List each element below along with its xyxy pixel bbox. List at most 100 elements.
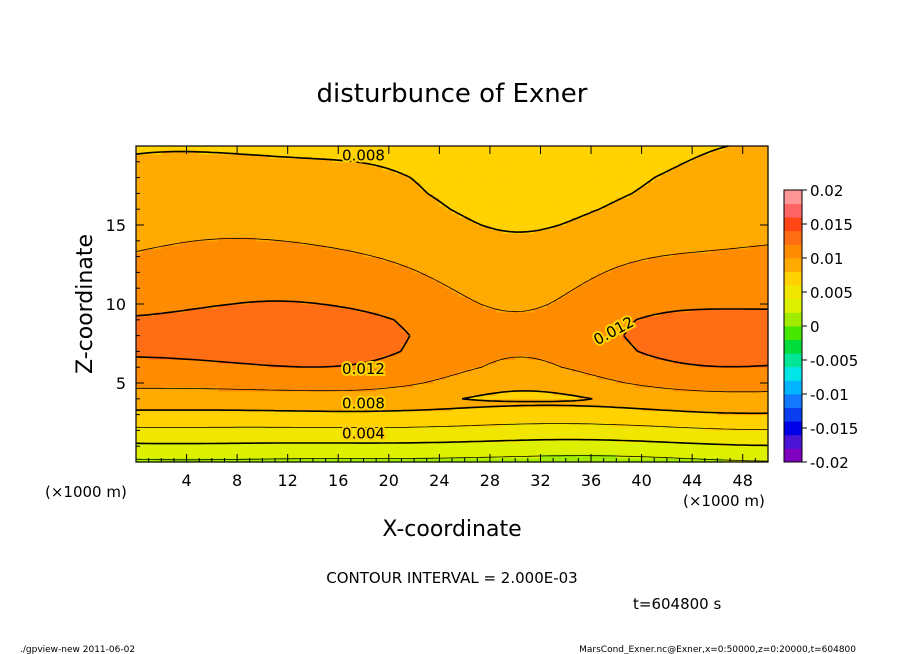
field-cell xyxy=(287,331,295,337)
field-cell xyxy=(477,232,485,238)
field-cell xyxy=(205,260,213,266)
field-cell xyxy=(281,311,289,317)
field-cell xyxy=(464,193,472,198)
field-cell xyxy=(154,225,162,230)
field-cell xyxy=(350,276,358,281)
field-cell xyxy=(338,446,346,451)
field-cell xyxy=(382,371,390,376)
field-cell xyxy=(167,284,175,289)
field-cell xyxy=(338,264,346,270)
field-cell xyxy=(300,458,308,463)
field-cell xyxy=(256,430,263,435)
field-cell xyxy=(527,315,535,321)
field-cell xyxy=(218,296,226,301)
field-cell xyxy=(192,304,200,309)
field-cell xyxy=(502,189,510,194)
field-cell xyxy=(338,185,346,191)
field-cell xyxy=(243,213,251,218)
field-cell xyxy=(508,383,516,388)
field-cell xyxy=(357,264,365,270)
field-cell xyxy=(306,450,314,455)
field-cell xyxy=(420,410,428,416)
field-cell xyxy=(312,319,320,325)
field-cell xyxy=(357,458,365,463)
field-cell xyxy=(344,438,352,443)
field-cell xyxy=(439,307,447,313)
field-cell xyxy=(508,351,516,356)
field-cell xyxy=(173,442,181,447)
field-cell xyxy=(452,426,459,431)
field-cell xyxy=(357,189,365,194)
field-cell xyxy=(350,213,358,218)
field-cell xyxy=(325,197,333,202)
field-cell xyxy=(464,146,472,151)
field-cell xyxy=(205,343,213,349)
field-cell xyxy=(508,205,516,210)
field-cell xyxy=(294,264,301,270)
field-cell xyxy=(470,304,478,309)
field-cell xyxy=(249,390,257,396)
field-cell xyxy=(445,256,453,262)
field-cell xyxy=(268,446,276,451)
field-cell xyxy=(470,197,478,202)
field-cell xyxy=(502,260,510,266)
field-cell xyxy=(350,442,358,447)
field-cell xyxy=(420,339,428,345)
field-cell xyxy=(414,185,421,191)
field-cell xyxy=(445,146,453,151)
field-cell xyxy=(458,351,466,356)
field-cell xyxy=(464,438,472,443)
field-cell xyxy=(496,244,504,250)
field-cell xyxy=(382,244,390,250)
field-cell xyxy=(363,165,371,171)
field-cell xyxy=(502,221,510,226)
field-cell xyxy=(344,157,352,163)
field-cell xyxy=(363,343,371,349)
field-cell xyxy=(502,248,510,254)
field-cell xyxy=(407,355,415,360)
field-cell xyxy=(148,434,156,439)
field-cell xyxy=(388,438,396,443)
field-cell xyxy=(192,379,200,384)
field-cell xyxy=(218,375,226,380)
field-cell xyxy=(527,383,535,388)
field-cell xyxy=(464,248,472,254)
field-cell xyxy=(306,355,314,360)
field-cell xyxy=(445,252,453,258)
field-cell xyxy=(388,149,396,155)
field-cell xyxy=(433,442,440,447)
field-cell xyxy=(350,339,358,345)
field-cell xyxy=(515,458,523,463)
field-cell xyxy=(445,347,453,352)
field-cell xyxy=(382,205,390,210)
field-cell xyxy=(357,205,365,210)
field-cell xyxy=(338,209,346,214)
field-cell xyxy=(300,205,308,210)
field-cell xyxy=(306,442,314,447)
field-cell xyxy=(401,280,409,285)
field-cell xyxy=(376,240,384,246)
field-cell xyxy=(521,252,529,258)
field-cell xyxy=(325,422,333,428)
field-cell xyxy=(211,379,219,384)
field-cell xyxy=(243,454,251,459)
field-cell xyxy=(477,240,485,246)
field-cell xyxy=(344,454,352,459)
field-cell xyxy=(458,394,466,400)
field-cell xyxy=(173,173,181,179)
field-cell xyxy=(515,375,523,380)
field-cell xyxy=(142,422,150,428)
field-cell xyxy=(218,161,226,167)
field-cell xyxy=(452,284,459,289)
field-cell xyxy=(350,351,358,356)
field-cell xyxy=(294,355,301,360)
field-cell xyxy=(439,288,447,293)
field-cell xyxy=(363,276,371,281)
field-cell xyxy=(230,355,238,360)
field-cell xyxy=(445,339,453,345)
field-cell xyxy=(401,153,409,159)
field-cell xyxy=(502,256,510,262)
field-cell xyxy=(483,300,491,305)
field-cell xyxy=(224,217,232,222)
field-cell xyxy=(243,153,251,159)
